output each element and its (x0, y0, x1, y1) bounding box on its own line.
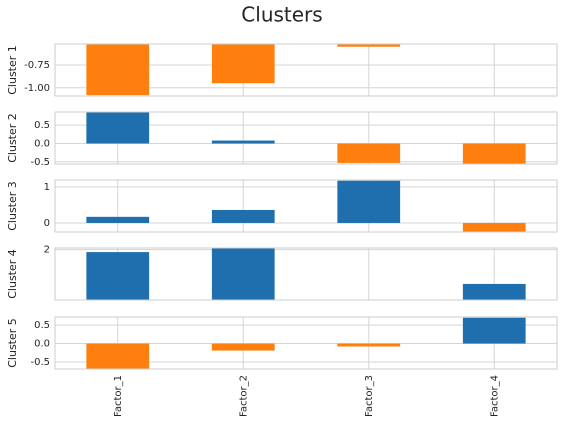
bar (211, 44, 275, 84)
bar (86, 343, 150, 369)
y-tick-label: -0.75 (24, 60, 50, 71)
y-tick-label: -0.5 (30, 357, 50, 368)
bar (337, 343, 401, 347)
plot-frame (54, 179, 558, 233)
plot-frame (54, 111, 558, 165)
y-tick-label: -0.5 (30, 157, 50, 168)
bar (211, 140, 275, 144)
y-axis-label: Cluster 4 (6, 249, 19, 299)
bar (86, 216, 150, 223)
bar (86, 112, 150, 144)
x-tick-label: Factor_3 (364, 375, 375, 417)
x-tick-label: Factor_2 (238, 375, 249, 417)
y-tick-label: 2 (44, 245, 50, 256)
bar (462, 222, 526, 232)
bar (86, 44, 150, 96)
subplot (55, 248, 557, 300)
y-axis-label: Cluster 5 (6, 318, 19, 368)
bar (462, 143, 526, 164)
subplot (55, 180, 557, 232)
bar (211, 343, 275, 351)
plot-frame (54, 316, 558, 370)
y-tick-label: 1 (44, 182, 50, 193)
bar (462, 283, 526, 300)
x-tick-label: Factor_1 (113, 375, 124, 417)
y-tick-label: -1.00 (24, 83, 50, 94)
y-tick-label: 0.5 (34, 120, 50, 131)
y-axis-label: Cluster 2 (6, 113, 19, 163)
bar (86, 252, 150, 300)
subplot (55, 112, 557, 164)
plot-frame (54, 43, 558, 97)
y-tick-label: 0.0 (34, 138, 50, 149)
subplot (55, 44, 557, 96)
x-tick-label: Factor_4 (489, 375, 500, 417)
bar (337, 180, 401, 223)
y-axis-label: Cluster 3 (6, 181, 19, 231)
y-tick-label: 0 (44, 218, 50, 229)
y-axis-label: Cluster 1 (6, 45, 19, 95)
chart-title: Clusters (241, 3, 322, 27)
bar (462, 317, 526, 344)
y-tick-label: 0.0 (34, 339, 50, 350)
bar (211, 248, 275, 300)
subplot (55, 317, 557, 369)
bar (337, 143, 401, 163)
bar (337, 44, 401, 47)
bar (211, 209, 275, 223)
plot-frame (54, 247, 558, 301)
y-tick-label: 0.5 (34, 320, 50, 331)
